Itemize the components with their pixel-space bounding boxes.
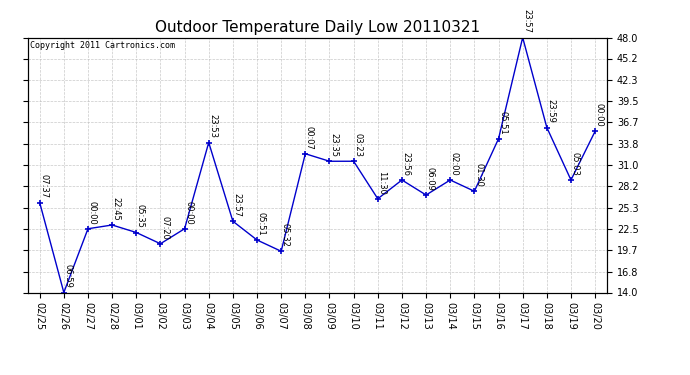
- Text: 23:57: 23:57: [233, 193, 241, 217]
- Text: 23:53: 23:53: [208, 114, 217, 138]
- Text: 05:51: 05:51: [257, 212, 266, 236]
- Text: 05:51: 05:51: [498, 111, 507, 135]
- Text: 23:35: 23:35: [329, 133, 338, 157]
- Text: 05:35: 05:35: [136, 204, 145, 228]
- Text: 02:00: 02:00: [450, 152, 459, 176]
- Text: 00:07: 00:07: [305, 126, 314, 150]
- Text: 05:32: 05:32: [281, 223, 290, 247]
- Text: 23:56: 23:56: [402, 152, 411, 176]
- Text: 03:23: 03:23: [353, 133, 362, 157]
- Text: 00:00: 00:00: [184, 201, 193, 225]
- Text: 06:59: 06:59: [63, 264, 72, 288]
- Text: 07:37: 07:37: [39, 174, 48, 198]
- Text: 00:00: 00:00: [595, 104, 604, 127]
- Text: 23:59: 23:59: [546, 99, 555, 123]
- Text: 01:30: 01:30: [474, 163, 483, 187]
- Text: 07:20: 07:20: [160, 216, 169, 240]
- Text: 11:30: 11:30: [377, 171, 386, 195]
- Text: 00:00: 00:00: [88, 201, 97, 225]
- Text: 23:57: 23:57: [522, 9, 531, 33]
- Text: 22:45: 22:45: [112, 197, 121, 221]
- Text: Copyright 2011 Cartronics.com: Copyright 2011 Cartronics.com: [30, 41, 175, 50]
- Title: Outdoor Temperature Daily Low 20110321: Outdoor Temperature Daily Low 20110321: [155, 20, 480, 35]
- Text: 05:03: 05:03: [571, 152, 580, 176]
- Text: 06:09: 06:09: [426, 167, 435, 191]
